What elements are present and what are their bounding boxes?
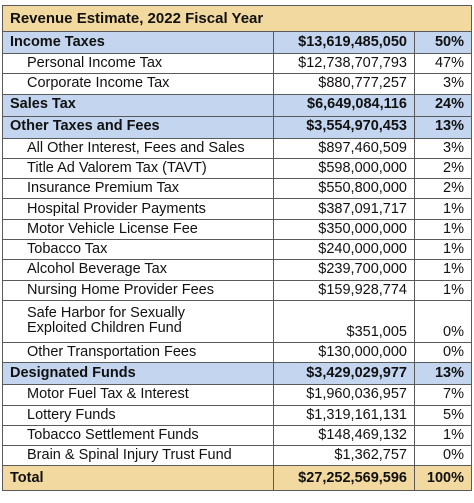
item-label: All Other Interest, Fees and Sales <box>2 137 274 159</box>
section-label: Sales Tax <box>2 93 274 117</box>
section-amount: $6,649,084,116 <box>273 93 415 117</box>
table-row: Other Transportation Fees $130,000,000 0% <box>2 341 472 364</box>
item-label: Lottery Funds <box>2 404 274 426</box>
item-label: Other Transportation Fees <box>2 341 274 364</box>
item-amount: $350,000,000 <box>273 218 415 241</box>
item-percent: 1% <box>414 279 472 301</box>
table-title: Revenue Estimate, 2022 Fiscal Year <box>2 5 472 32</box>
table-row: Title Ad Valorem Tax (TAVT) $598,000,000 2… <box>2 157 472 180</box>
item-amount: $351,005 <box>273 299 415 343</box>
table-row: Corporate Income Tax $880,777,257 3% <box>2 73 472 95</box>
item-amount: $897,460,509 <box>273 137 415 159</box>
total-percent: 100% <box>414 465 472 492</box>
section-row: Other Taxes and Fees $3,554,970,453 13% <box>2 115 472 139</box>
item-label: Hospital Provider Payments <box>2 198 274 220</box>
section-row: Income Taxes $13,619,485,050 50% <box>2 31 472 54</box>
item-amount: $240,000,000 <box>273 239 415 261</box>
item-label: Brain & Spinal Injury Trust Fund <box>2 445 274 467</box>
item-percent: 1% <box>414 239 472 261</box>
section-percent: 24% <box>414 93 472 117</box>
table-row: Brain & Spinal Injury Trust Fund $1,362,7… <box>2 445 472 467</box>
total-amount: $27,252,569,596 <box>273 465 415 492</box>
item-amount: $598,000,000 <box>273 157 415 180</box>
section-row: Sales Tax $6,649,084,116 24% <box>2 93 472 117</box>
revenue-table: Revenue Estimate, 2022 Fiscal Year Incom… <box>2 5 472 492</box>
table-row: Motor Vehicle License Fee $350,000,000 1% <box>2 218 472 241</box>
item-amount: $1,960,036,957 <box>273 384 415 406</box>
item-percent: 0% <box>414 445 472 467</box>
item-percent: 3% <box>414 73 472 95</box>
section-percent: 13% <box>414 362 472 386</box>
table-row: Alcohol Beverage Tax $239,700,000 1% <box>2 259 472 281</box>
section-percent: 50% <box>414 31 472 54</box>
item-percent: 2% <box>414 157 472 180</box>
section-amount: $3,429,029,977 <box>273 362 415 386</box>
item-label: Insurance Premium Tax <box>2 178 274 200</box>
item-amount: $130,000,000 <box>273 341 415 364</box>
table-row: Motor Fuel Tax & Interest $1,960,036,957 7… <box>2 384 472 406</box>
item-label: Tobacco Settlement Funds <box>2 424 274 447</box>
item-label: Motor Vehicle License Fee <box>2 218 274 241</box>
item-amount: $159,928,774 <box>273 279 415 301</box>
table-row: Personal Income Tax $12,738,707,793 47% <box>2 52 472 75</box>
item-percent: 5% <box>414 404 472 426</box>
section-amount: $3,554,970,453 <box>273 115 415 139</box>
table-row: All Other Interest, Fees and Sales $897,4… <box>2 137 472 159</box>
total-row: Total $27,252,569,596 100% <box>2 465 472 492</box>
item-percent: 0% <box>414 341 472 364</box>
item-label: Motor Fuel Tax & Interest <box>2 384 274 406</box>
table-row: Tobacco Tax $240,000,000 1% <box>2 239 472 261</box>
item-label: Safe Harbor for Sexually Exploited Childr… <box>2 299 274 343</box>
item-label: Title Ad Valorem Tax (TAVT) <box>2 157 274 180</box>
table-row: Safe Harbor for Sexually Exploited Childr… <box>2 299 472 343</box>
item-label: Tobacco Tax <box>2 239 274 261</box>
table-row: Nursing Home Provider Fees $159,928,774 1% <box>2 279 472 301</box>
item-percent: 1% <box>414 424 472 447</box>
item-amount: $12,738,707,793 <box>273 52 415 75</box>
item-percent: 2% <box>414 178 472 200</box>
table-row: Lottery Funds $1,319,161,131 5% <box>2 404 472 426</box>
item-amount: $387,091,717 <box>273 198 415 220</box>
section-label: Other Taxes and Fees <box>2 115 274 139</box>
section-label: Income Taxes <box>2 31 274 54</box>
item-amount: $148,469,132 <box>273 424 415 447</box>
item-amount: $239,700,000 <box>273 259 415 281</box>
section-label: Designated Funds <box>2 362 274 386</box>
item-percent: 0% <box>414 299 472 343</box>
item-label: Alcohol Beverage Tax <box>2 259 274 281</box>
item-percent: 7% <box>414 384 472 406</box>
item-label: Nursing Home Provider Fees <box>2 279 274 301</box>
section-row: Designated Funds $3,429,029,977 13% <box>2 362 472 386</box>
item-percent: 3% <box>414 137 472 159</box>
item-percent: 1% <box>414 259 472 281</box>
item-percent: 47% <box>414 52 472 75</box>
item-percent: 1% <box>414 198 472 220</box>
table-row: Insurance Premium Tax $550,800,000 2% <box>2 178 472 200</box>
section-amount: $13,619,485,050 <box>273 31 415 54</box>
item-label: Corporate Income Tax <box>2 73 274 95</box>
item-amount: $1,319,161,131 <box>273 404 415 426</box>
item-amount: $1,362,757 <box>273 445 415 467</box>
section-percent: 13% <box>414 115 472 139</box>
total-label: Total <box>2 465 274 492</box>
table-row: Tobacco Settlement Funds $148,469,132 1% <box>2 424 472 447</box>
revenue-table-body: Revenue Estimate, 2022 Fiscal Year Incom… <box>2 5 472 492</box>
table-title-row: Revenue Estimate, 2022 Fiscal Year <box>2 5 472 32</box>
item-label: Personal Income Tax <box>2 52 274 75</box>
item-percent: 1% <box>414 218 472 241</box>
item-amount: $880,777,257 <box>273 73 415 95</box>
table-row: Hospital Provider Payments $387,091,717 1% <box>2 198 472 220</box>
item-label-line-2: Exploited Children Fund <box>27 320 182 337</box>
item-amount: $550,800,000 <box>273 178 415 200</box>
item-label-line-1: Safe Harbor for Sexually <box>27 305 185 322</box>
